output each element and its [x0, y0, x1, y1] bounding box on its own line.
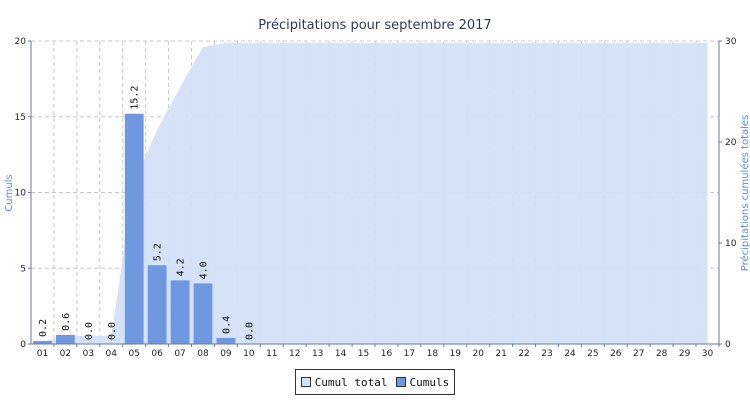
cumul-total-area: [42, 43, 708, 345]
x-tick-label-01: 01: [37, 349, 48, 359]
x-tick-label-12: 12: [289, 349, 300, 359]
bars-layer: [33, 113, 236, 344]
x-tick-label-30: 30: [702, 349, 714, 359]
x-tick-label-05: 05: [128, 349, 139, 359]
x-tick-label-06: 06: [151, 349, 163, 359]
legend-swatch-cumuls: [395, 377, 406, 387]
data-label-01: 0.2: [38, 319, 49, 337]
data-label-06: 5.2: [153, 243, 164, 261]
bar-09: [216, 337, 236, 344]
x-tick-label-09: 09: [220, 349, 232, 359]
x-tick-label-14: 14: [335, 349, 347, 359]
x-tick-label-23: 23: [541, 349, 552, 359]
x-tick-label-18: 18: [427, 349, 439, 359]
y-axis-label: Cumuls: [4, 174, 15, 211]
y2-tick-label: 20: [725, 138, 737, 148]
cumulative-area-layer: [42, 43, 708, 345]
x-tick-label-28: 28: [656, 349, 668, 359]
x-tick-label-08: 08: [197, 349, 209, 359]
x-tick-label-24: 24: [564, 349, 576, 359]
y2-axis-ticks: 0 10 20 30: [719, 37, 737, 350]
legend-label-cumuls: Cumuls: [409, 375, 450, 389]
y-tick-label: 5: [20, 264, 26, 274]
x-axis-ticks: 01 02 03 04 05 06 07 08 09 10 11 12 13 14 15 16 17 18 19 20…: [37, 344, 720, 359]
x-tick-label-19: 19: [450, 349, 462, 359]
x-tick-label-27: 27: [633, 349, 644, 359]
legend-item-cumul-total: Cumul total: [300, 375, 388, 389]
legend-item-cumuls: Cumuls: [395, 375, 450, 389]
y-axis-ticks: 0 5 10 15 20: [15, 37, 31, 350]
y-tick-label: 0: [20, 340, 26, 350]
data-label-07: 4.2: [176, 258, 187, 276]
data-label-08: 4.0: [199, 261, 210, 279]
bar-06: [147, 265, 167, 344]
x-tick-label-13: 13: [312, 349, 323, 359]
y2-tick-label: 30: [725, 37, 737, 47]
x-tick-label-17: 17: [404, 349, 415, 359]
x-tick-label-16: 16: [381, 349, 393, 359]
y-tick-label: 20: [15, 37, 27, 47]
legend-swatch-cumul-total: [300, 377, 311, 387]
y2-axis-label: Précipitations cumulées totales: [739, 115, 750, 272]
x-tick-label-15: 15: [358, 349, 369, 359]
data-labels-layer: 0.2 0.6 0.0 0.0 15.2 5.2 4.2 4.0 0.4 0.0: [38, 86, 255, 340]
x-tick-label-22: 22: [518, 349, 529, 359]
data-label-03: 0.0: [84, 322, 95, 340]
x-tick-label-26: 26: [610, 349, 622, 359]
data-label-10: 0.0: [244, 322, 255, 340]
y2-tick-label: 0: [725, 340, 731, 350]
x-tick-label-03: 03: [83, 349, 94, 359]
x-tick-label-11: 11: [266, 349, 277, 359]
x-tick-label-29: 29: [679, 349, 691, 359]
data-label-02: 0.6: [61, 313, 72, 331]
x-tick-label-10: 10: [243, 349, 255, 359]
legend-label-cumul-total: Cumul total: [314, 375, 388, 389]
bar-07: [170, 280, 190, 344]
x-tick-label-21: 21: [495, 349, 506, 359]
data-label-05: 15.2: [130, 86, 141, 110]
bar-08: [193, 283, 213, 344]
y2-tick-label: 10: [725, 239, 737, 249]
data-label-09: 0.4: [221, 316, 232, 334]
bar-02: [55, 334, 75, 344]
x-tick-label-04: 04: [106, 349, 118, 359]
chart-title: Précipitations pour septembre 2017: [258, 18, 491, 33]
y-tick-label: 10: [15, 189, 27, 199]
bar-05: [124, 113, 144, 344]
y-tick-label: 15: [15, 113, 26, 123]
x-tick-label-25: 25: [587, 349, 598, 359]
x-tick-label-02: 02: [60, 349, 71, 359]
legend: Cumul total Cumuls: [295, 369, 455, 395]
x-tick-label-07: 07: [174, 349, 185, 359]
bar-01: [33, 340, 52, 344]
x-tick-label-20: 20: [472, 349, 484, 359]
data-label-04: 0.0: [107, 322, 118, 340]
